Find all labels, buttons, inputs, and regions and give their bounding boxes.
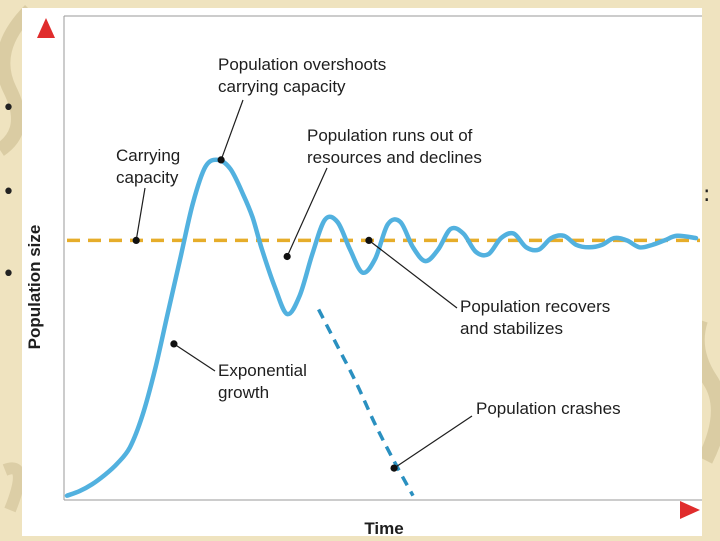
annotation-point [390,464,398,472]
annotation-line: capacity [116,168,179,187]
annotation-line: Carrying [116,146,180,165]
annotation-line: Population overshoots [218,55,386,74]
annotation-recovers: Population recovers and stabilizes [460,297,610,338]
annotation-crashes: Population crashes [476,399,621,418]
slide-edge-glyph: : [703,182,711,207]
annotation-point [170,340,178,348]
annotation-point [217,156,225,164]
annotation-line: carrying capacity [218,77,346,96]
annotation-line: growth [218,383,269,402]
annotation-exponential-growth: Exponential growth [218,361,307,402]
annotation-runs-out: Population runs out of resources and dec… [307,126,482,167]
slide-bullet: • [2,96,15,121]
leader-exponential-growth [173,343,216,372]
annotation-point [132,236,140,244]
slide-bullet: • [2,180,15,205]
slide-bullet: • [2,262,15,287]
series-population-line [64,157,699,498]
population-chart-figure: Time Population size Population overshoo… [22,8,702,538]
leader-recovers [368,239,458,309]
annotation-overshoots: Population overshoots carrying capacity [218,55,386,96]
annotation-line: Exponential [218,361,307,380]
annotation-line: and stabilizes [460,319,563,338]
leader-crashes [393,415,473,469]
annotation-point [365,236,373,244]
series-crash-line [317,308,415,497]
annotation-line: Population runs out of [307,126,473,145]
annotation-carrying-capacity: Carrying capacity [116,146,180,187]
population-chart: Time Population size Population overshoo… [25,15,702,538]
leader-runs-out [286,167,328,257]
x-axis-label: Time [364,519,403,536]
annotation-line: Population recovers [460,297,610,316]
y-axis-arrow [37,18,55,38]
annotation-point [283,252,291,261]
annotation-line: resources and declines [307,148,482,167]
y-axis-label: Population size [25,225,44,350]
leader-carrying-capacity [135,187,146,241]
annotation-line: Population crashes [476,399,621,418]
x-axis-arrow [680,501,700,519]
leader-overshoots [220,99,244,161]
